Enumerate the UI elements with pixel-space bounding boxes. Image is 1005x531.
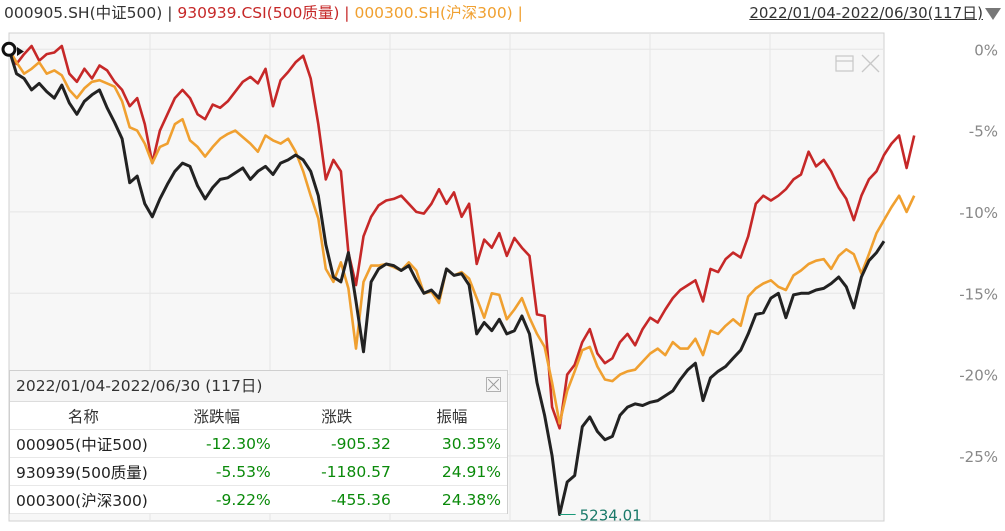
triangle-down-icon[interactable] — [985, 7, 1001, 20]
row-name: 000905(中证500) — [10, 429, 157, 458]
panel-title: 2022/01/04-2022/06/30 (117日) — [16, 377, 263, 395]
play-arrow-icon — [17, 47, 24, 56]
series-legend: 000905.SH(中证500) | 930939.CSI(500质量) | 0… — [4, 0, 523, 26]
legend-item-930939[interactable]: 930939.CSI(500质量) | — [177, 4, 355, 22]
table-row: 000905(中证500) -12.30% -905.32 30.35% — [10, 429, 507, 458]
table-row: 000300(沪深300) -9.22% -455.36 24.38% — [10, 485, 507, 514]
row-change: -905.32 — [276, 429, 397, 458]
row-change-pct: -5.53% — [156, 457, 277, 486]
series-line-0 — [7, 48, 886, 516]
legend-item-000905[interactable]: 000905.SH(中证500) | — [4, 4, 178, 22]
header-change: 涨跌 — [276, 402, 397, 430]
row-change: -1180.57 — [276, 457, 397, 486]
maximize-icon[interactable] — [835, 55, 854, 72]
close-chart-icon[interactable] — [861, 54, 880, 73]
y-tick-label: -10% — [959, 204, 998, 222]
date-range-selector[interactable]: 2022/01/04-2022/06/30(117日) — [749, 0, 1001, 26]
date-range-label[interactable]: 2022/01/04-2022/06/30(117日) — [749, 4, 983, 22]
row-change-pct: -12.30% — [156, 429, 277, 458]
row-amplitude: 30.35% — [396, 429, 507, 458]
header-amplitude: 振幅 — [396, 402, 507, 430]
table-header-row: 名称 涨跌幅 涨跌 振幅 — [10, 402, 507, 430]
panel-header: 2022/01/04-2022/06/30 (117日) — [10, 371, 507, 402]
y-tick-label: -25% — [959, 448, 998, 466]
row-change: -455.36 — [276, 485, 397, 514]
series-line-1 — [7, 44, 916, 430]
y-tick-label: -20% — [959, 367, 998, 385]
series-line-2 — [7, 48, 916, 425]
y-tick-label: -5% — [969, 123, 998, 141]
min-value-label: 5234.01 — [580, 506, 642, 524]
row-name: 930939(500质量) — [10, 457, 157, 486]
y-tick-label: -15% — [959, 285, 998, 303]
y-tick-label: 0% — [974, 41, 998, 59]
header-name: 名称 — [10, 402, 157, 430]
table-row: 930939(500质量) -5.53% -1180.57 24.91% — [10, 457, 507, 486]
interval-stats-panel: 2022/01/04-2022/06/30 (117日) 名称 涨跌幅 涨跌 振… — [9, 370, 508, 514]
close-icon[interactable] — [486, 377, 501, 392]
top-bar: 000905.SH(中证500) | 930939.CSI(500质量) | 0… — [0, 0, 1005, 26]
row-amplitude: 24.38% — [396, 485, 507, 514]
legend-item-000300[interactable]: 000300.SH(沪深300) | — [354, 4, 523, 22]
row-amplitude: 24.91% — [396, 457, 507, 486]
row-change-pct: -9.22% — [156, 485, 277, 514]
start-marker — [1, 41, 17, 57]
stats-table: 名称 涨跌幅 涨跌 振幅 000905(中证500) -12.30% -905.… — [10, 402, 507, 514]
header-change-pct: 涨跌幅 — [156, 402, 277, 430]
row-name: 000300(沪深300) — [10, 485, 157, 514]
